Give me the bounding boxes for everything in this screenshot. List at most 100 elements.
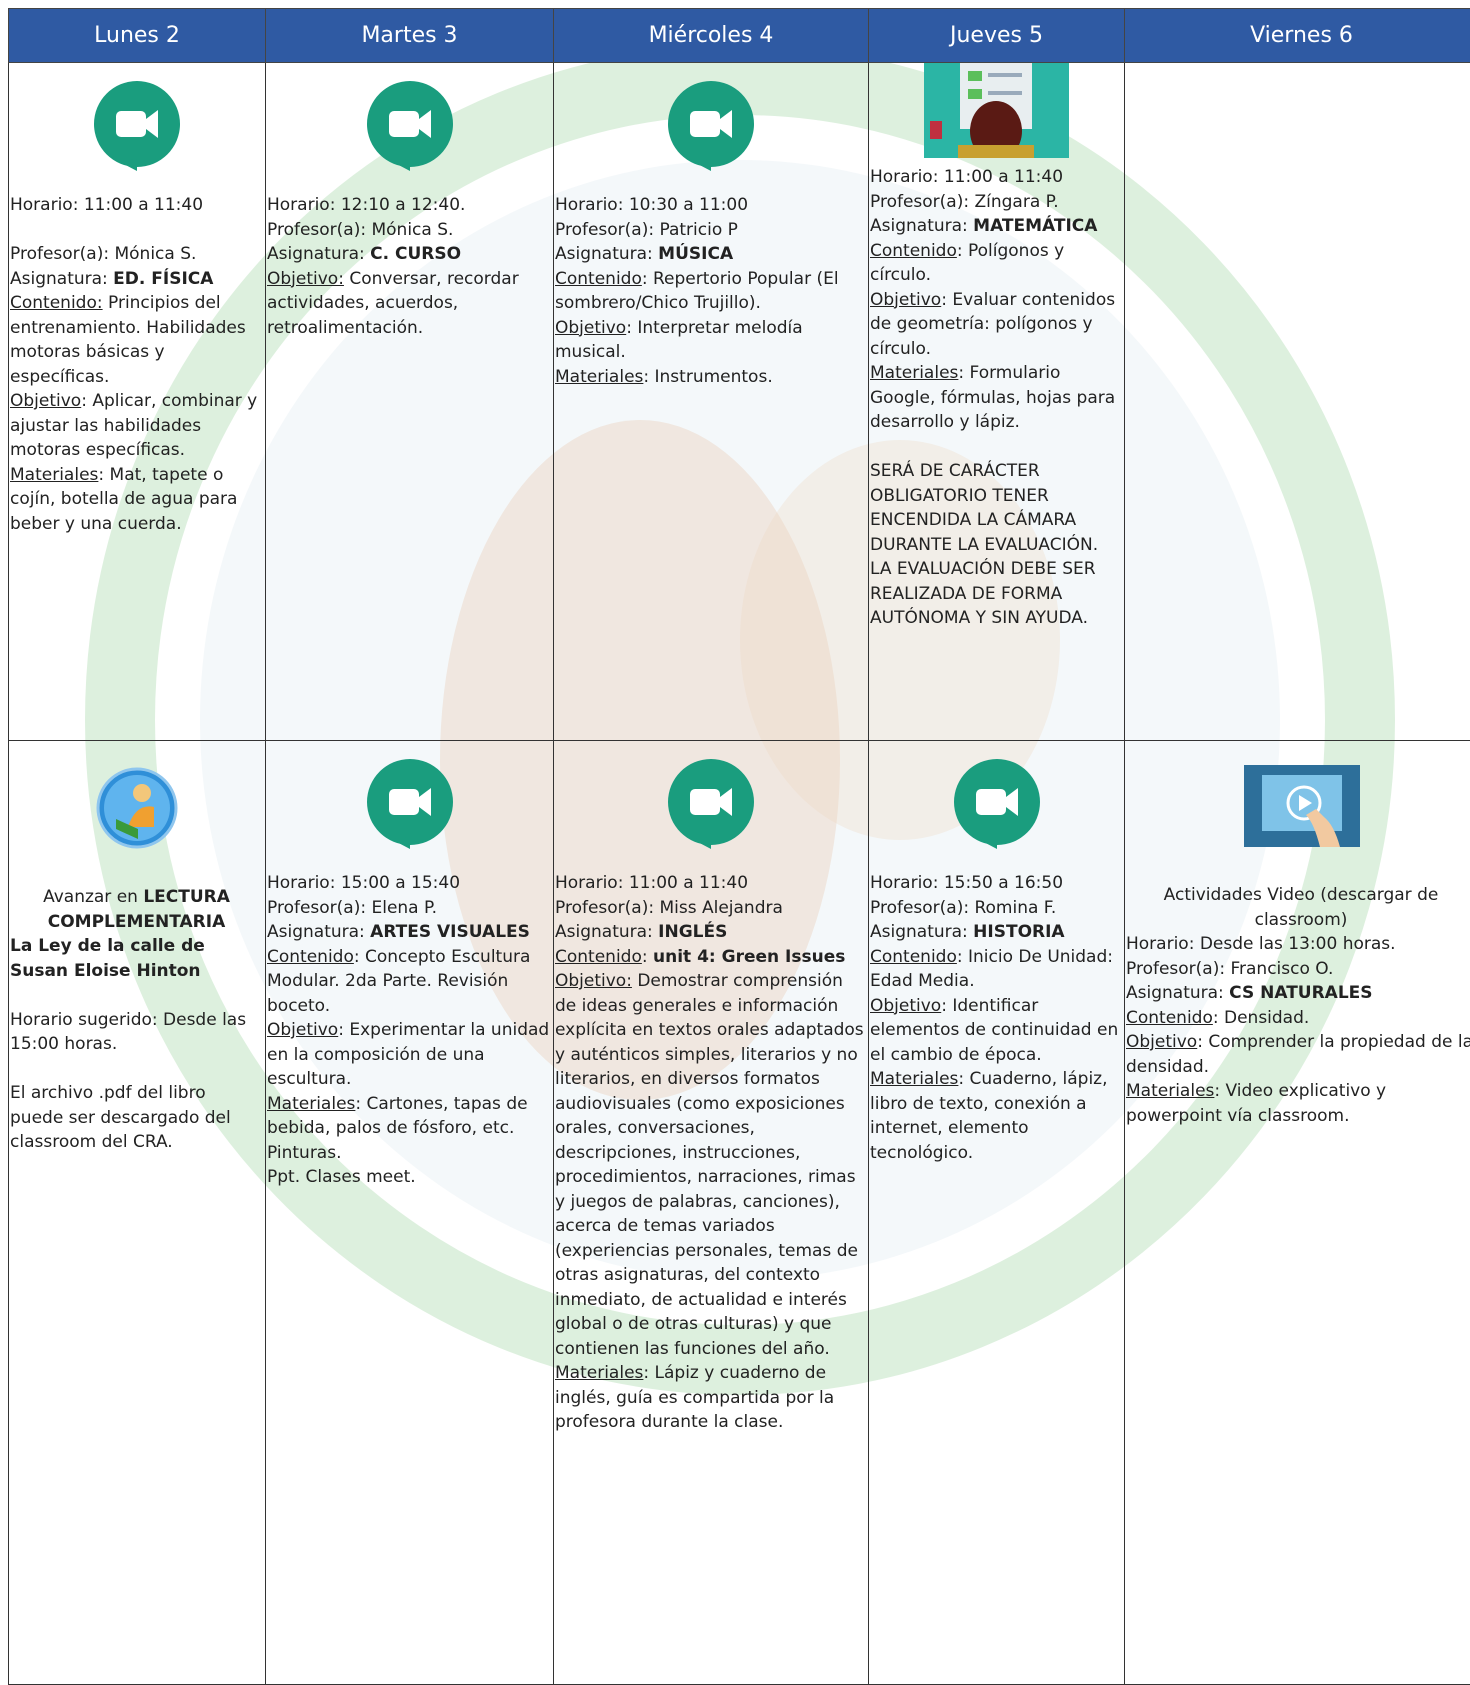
paragraph: Objetivo: Experimentar la unidad en la c… bbox=[267, 1018, 551, 1092]
paragraph: Profesor(a): Mónica S. bbox=[267, 218, 551, 243]
paragraph: Materiales: Lápiz y cuaderno de inglés, … bbox=[555, 1361, 866, 1435]
underlined-label: Materiales bbox=[10, 465, 98, 485]
class-cell: Actividades Video (descargar de classroo… bbox=[1125, 741, 1470, 1685]
paragraph: Objetivo: Conversar, recordar actividade… bbox=[267, 267, 551, 341]
text-run: Horario: 12:10 a 12:40. bbox=[267, 195, 465, 215]
underlined-label: Contenido bbox=[870, 241, 957, 261]
underlined-label: Contenido bbox=[555, 947, 642, 967]
class-icon bbox=[869, 63, 1124, 165]
underlined-label: Contenido bbox=[870, 947, 957, 967]
text-run: LA EVALUACIÓN DEBE SER REALIZADA DE FORM… bbox=[870, 559, 1096, 628]
paragraph: Horario: 10:30 a 11:00 bbox=[555, 193, 866, 218]
underlined-label: Materiales bbox=[1126, 1081, 1214, 1101]
paragraph: SERÁ DE CARÁCTER OBLIGATORIO TENER ENCEN… bbox=[870, 459, 1122, 557]
underlined-label: Objetivo bbox=[870, 996, 941, 1016]
paragraph: Ppt. Clases meet. bbox=[267, 1165, 551, 1190]
text-run: Asignatura: bbox=[555, 244, 658, 264]
underlined-label: Materiales bbox=[555, 367, 643, 387]
bold-text: HISTORIA bbox=[973, 922, 1064, 942]
paragraph: Objetivo: Aplicar, combinar y ajustar la… bbox=[10, 389, 263, 463]
bold-text: CS NATURALES bbox=[1229, 983, 1372, 1003]
class-icon bbox=[266, 79, 553, 193]
text-run: Horario: 11:00 a 11:40 bbox=[555, 873, 748, 893]
text-run: Ppt. Clases meet. bbox=[267, 1167, 416, 1187]
underlined-label: Materiales bbox=[555, 1363, 643, 1383]
paragraph: Profesor(a): Francisco O. bbox=[1126, 957, 1470, 982]
text-run: : Densidad. bbox=[1213, 1008, 1309, 1028]
paragraph: Objetivo: Identificar elementos de conti… bbox=[870, 994, 1122, 1068]
bold-text: INGLÉS bbox=[658, 922, 727, 942]
underlined-label: Objetivo bbox=[267, 1020, 338, 1040]
text-run: Horario: Desde las 13:00 horas. bbox=[1126, 934, 1396, 954]
text-run: Asignatura: bbox=[555, 922, 658, 942]
text-run: El archivo .pdf del libro puede ser desc… bbox=[10, 1083, 231, 1152]
class-cell: Horario: 15:50 a 16:50 Profesor(a): Romin… bbox=[869, 741, 1125, 1685]
paragraph: Asignatura: CS NATURALES bbox=[1126, 981, 1470, 1006]
paragraph: Materiales: Video explicativo y powerpoi… bbox=[1126, 1079, 1470, 1128]
text-run: Actividades Video (descargar de classroo… bbox=[1164, 885, 1439, 930]
text-run: Profesor(a): Mónica S. bbox=[267, 220, 453, 240]
paragraph: Materiales: Cartones, tapas de bebida, p… bbox=[267, 1092, 551, 1166]
paragraph: Profesor(a): Miss Alejandra bbox=[555, 896, 866, 921]
paragraph: Objetivo: Comprender la propiedad de la … bbox=[1126, 1030, 1470, 1079]
day-header: Martes 3 bbox=[266, 9, 554, 63]
bold-text: MÚSICA bbox=[658, 244, 733, 264]
paragraph: Contenido: Repertorio Popular (El sombre… bbox=[555, 267, 866, 316]
schedule-row: Horario: 11:00 a 11:40 Profesor(a): Mónic… bbox=[9, 63, 1470, 741]
paragraph: El archivo .pdf del libro puede ser desc… bbox=[10, 1081, 263, 1155]
underlined-label: Materiales bbox=[267, 1094, 355, 1114]
underlined-label: Contenido bbox=[555, 269, 642, 289]
text-run: Asignatura: bbox=[267, 922, 370, 942]
underlined-label: Objetivo bbox=[1126, 1032, 1197, 1052]
paragraph: Contenido: Polígonos y círculo. bbox=[870, 239, 1122, 288]
day-header: Lunes 2 bbox=[9, 9, 266, 63]
text-run: Profesor(a): Patricio P bbox=[555, 220, 738, 240]
paragraph: Profesor(a): Romina F. bbox=[870, 896, 1122, 921]
paragraph: Horario sugerido: Desde las 15:00 horas. bbox=[10, 1008, 263, 1057]
bold-text: MATEMÁTICA bbox=[973, 216, 1097, 236]
day-header: Viernes 6 bbox=[1125, 9, 1470, 63]
text-run: Avanzar en bbox=[43, 887, 143, 907]
class-cell bbox=[1125, 63, 1470, 741]
text-run: Asignatura: bbox=[1126, 983, 1229, 1003]
paragraph: Avanzar en LECTURA COMPLEMENTARIA bbox=[10, 885, 263, 934]
text-run: Horario: 15:50 a 16:50 bbox=[870, 873, 1063, 893]
paragraph: La Ley de la calle de Susan Eloise Hinto… bbox=[10, 934, 263, 983]
text-run: Horario: 11:00 a 11:40 bbox=[870, 167, 1063, 187]
bold-text: C. CURSO bbox=[370, 244, 461, 264]
underlined-label: Objetivo bbox=[870, 290, 941, 310]
underlined-label: Objetivo bbox=[10, 391, 81, 411]
paragraph: Horario: 15:50 a 16:50 bbox=[870, 871, 1122, 896]
text-run: Asignatura: bbox=[870, 216, 973, 236]
underlined-label: Objetivo: bbox=[267, 269, 344, 289]
paragraph: Asignatura: MÚSICA bbox=[555, 242, 866, 267]
paragraph: Horario: 12:10 a 12:40. bbox=[267, 193, 551, 218]
paragraph: Materiales: Mat, tapete o cojín, botella… bbox=[10, 463, 263, 537]
paragraph: Contenido: Principios del entrenamiento.… bbox=[10, 291, 263, 389]
text-run: : Instrumentos. bbox=[643, 367, 772, 387]
day-header: Miércoles 4 bbox=[554, 9, 869, 63]
bold-text: La Ley de la calle de Susan Eloise Hinto… bbox=[10, 936, 205, 981]
text-run: Demostrar comprensión de ideas generales… bbox=[555, 971, 864, 1359]
spacer bbox=[1125, 63, 1470, 175]
class-cell: Horario: 12:10 a 12:40. Profesor(a): Móni… bbox=[266, 63, 554, 741]
paragraph: Profesor(a): Mónica S. bbox=[10, 242, 263, 267]
paragraph: Profesor(a): Zíngara P. bbox=[870, 190, 1122, 215]
paragraph: Asignatura: INGLÉS bbox=[555, 920, 866, 945]
paragraph: Horario: 15:00 a 15:40 bbox=[267, 871, 551, 896]
paragraph: Materiales: Formulario Google, fórmulas,… bbox=[870, 361, 1122, 435]
text-run: Horario: 11:00 a 11:40 bbox=[10, 195, 203, 215]
paragraph: Horario: 11:00 a 11:40 bbox=[555, 871, 866, 896]
text-run: Profesor(a): Mónica S. bbox=[10, 244, 196, 264]
text-run: Asignatura: bbox=[267, 244, 370, 264]
underlined-label: Materiales bbox=[870, 363, 958, 383]
underlined-label: Contenido bbox=[1126, 1008, 1213, 1028]
paragraph: Actividades Video (descargar de classroo… bbox=[1126, 883, 1470, 932]
bold-text: ARTES VISUALES bbox=[370, 922, 530, 942]
